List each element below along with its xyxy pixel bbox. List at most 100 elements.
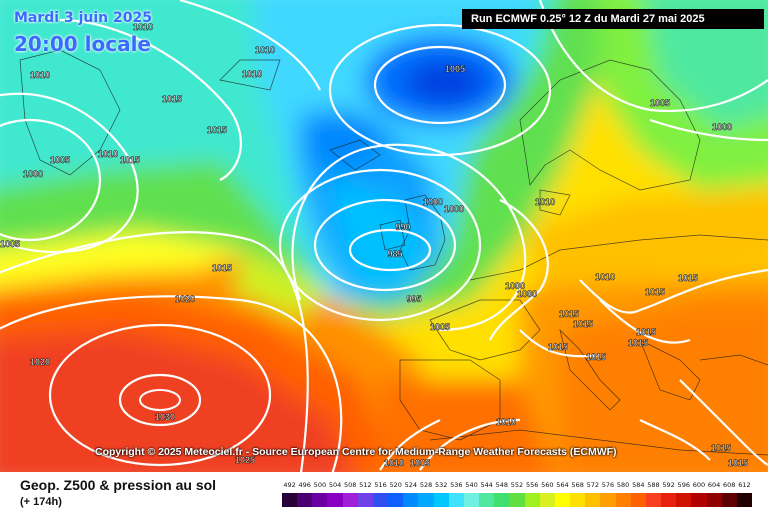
isobar-value-label: 1010 <box>384 458 404 468</box>
legend-swatch <box>494 493 510 507</box>
legend-tick-label: 548 <box>495 481 509 489</box>
isobar-value-label: 1020 <box>175 294 195 304</box>
isobar-value-label: 1015 <box>559 309 579 319</box>
legend-tick-label: 516 <box>374 481 387 489</box>
legend-swatch <box>403 493 419 507</box>
legend-tick-label: 572 <box>586 481 600 489</box>
forecast-time: 20:00 locale <box>14 32 151 56</box>
legend-tick-label: 560 <box>541 481 554 489</box>
legend-tick-label: 584 <box>632 481 645 489</box>
isobar-value-label: 1010 <box>133 22 153 32</box>
legend-swatch <box>661 493 677 507</box>
legend-tick-label: 540 <box>465 481 478 489</box>
isobar-value-label: 1015 <box>586 352 606 362</box>
isobar-value-label: 1015 <box>548 342 568 352</box>
pressure-centers <box>139 389 181 411</box>
legend-swatch <box>463 493 480 507</box>
legend-tick-label: 556 <box>525 481 539 489</box>
isobar-value-label: 1015 <box>212 263 232 273</box>
copyright-notice: Copyright © 2025 Meteociel.fr - Source E… <box>95 446 617 458</box>
legend-tick-label: 604 <box>707 481 721 489</box>
isobar-value-label: 1010 <box>255 45 275 55</box>
legend-tick-label: 532 <box>434 481 448 489</box>
isobar-value-label: 1005 <box>445 64 465 74</box>
isobar-value-label: 1000 <box>444 204 464 214</box>
isobar-value-label: 1015 <box>728 458 748 468</box>
run-info-banner: Run ECMWF 0.25° 12 Z du Mardi 27 mai 202… <box>462 9 764 29</box>
legend-swatch <box>372 493 389 507</box>
legend-swatch <box>297 493 313 507</box>
forecast-lead-time: (+ 174h) <box>20 496 62 508</box>
legend-swatch <box>676 493 692 507</box>
isobar-value-label: 1015 <box>162 94 182 104</box>
legend-swatch <box>524 493 541 507</box>
legend-tick-label: 544 <box>480 481 493 489</box>
isobar-value-label: 1005 <box>650 98 670 108</box>
legend-swatch <box>706 493 723 507</box>
legend-swatch <box>418 493 435 507</box>
product-title: Geop. Z500 & pression au sol <box>20 477 217 493</box>
isobar-value-label: 1005 <box>0 239 20 249</box>
geopotential-field <box>0 0 768 472</box>
isobar-value-label: 1025 <box>235 455 255 465</box>
legend-swatch <box>630 493 647 507</box>
legend-swatch <box>312 493 328 507</box>
isobar-value-label: 1000 <box>517 289 537 299</box>
isobar-value-label: 1005 <box>410 458 430 468</box>
legend-swatch <box>357 493 374 507</box>
isobar-value-label: 1000 <box>505 281 525 291</box>
legend-swatch <box>342 493 359 507</box>
color-scale-legend: 492 496 500 504 508 512 516 520 524 528 532 536 540 5… <box>282 481 753 511</box>
isobar-value-label: 1010 <box>535 197 555 207</box>
isobar-value-label: 990 <box>395 222 410 232</box>
legend-tick-label: 524 <box>404 481 418 489</box>
legend-swatch <box>554 493 571 507</box>
legend-tick-label: 568 <box>571 481 584 489</box>
isobar-value-label: 1000 <box>23 169 43 179</box>
legend-tick-label: 588 <box>647 481 660 489</box>
isobar-value-label: 1010 <box>496 417 516 427</box>
isobar-value-label: 1030 <box>155 412 175 422</box>
legend-tick-label: 492 <box>283 481 296 489</box>
isobar-value-label: 1010 <box>595 272 615 282</box>
isobar-value-label: 995 <box>406 294 421 304</box>
legend-tick-label: 496 <box>298 481 311 489</box>
isobar-value-label: 1015 <box>207 125 227 135</box>
legend-tick-label: 500 <box>313 481 327 489</box>
legend-swatch <box>479 493 495 507</box>
isobar-value-label: 1005 <box>430 322 450 332</box>
legend-swatch <box>539 493 556 507</box>
legend-tick-label: 612 <box>738 481 751 489</box>
isobar-value-label: 1015 <box>645 287 665 297</box>
isobar-value-label: 1015 <box>573 319 593 329</box>
legend-tick-label: 564 <box>556 481 569 489</box>
isobar-value-label: 1015 <box>636 327 656 337</box>
isobar-value-label: 1000 <box>712 122 732 132</box>
legend-swatch <box>691 493 707 507</box>
legend-tick-label: 512 <box>359 481 372 489</box>
isobar-value-label: 1015 <box>678 273 698 283</box>
legend-tick-label: 608 <box>723 481 736 489</box>
isobar-value-label: 1010 <box>242 69 262 79</box>
legend-tick-label: 600 <box>692 481 706 489</box>
legend-swatch <box>600 493 617 507</box>
legend-tick-label: 528 <box>419 481 433 489</box>
isobar-value-label: 1015 <box>628 338 648 348</box>
legend-swatch <box>585 493 601 507</box>
legend-tick-label: 504 <box>328 481 342 489</box>
legend-tick-label: 508 <box>344 481 357 489</box>
isobar-value-label: 985 <box>387 249 402 259</box>
legend-tick-label: 536 <box>450 481 463 489</box>
legend-swatch <box>282 493 298 507</box>
isobar-value-label: 1010 <box>30 70 50 80</box>
footer-bar: Geop. Z500 & pression au sol (+ 174h) 49… <box>0 472 768 512</box>
isobar-value-label: 1000 <box>423 197 443 207</box>
isobar-value-label: 1015 <box>711 443 731 453</box>
legend-swatch <box>736 493 753 507</box>
legend-swatch <box>721 493 738 507</box>
isobar-value-label: 1020 <box>30 357 50 367</box>
legend-swatch <box>570 493 586 507</box>
